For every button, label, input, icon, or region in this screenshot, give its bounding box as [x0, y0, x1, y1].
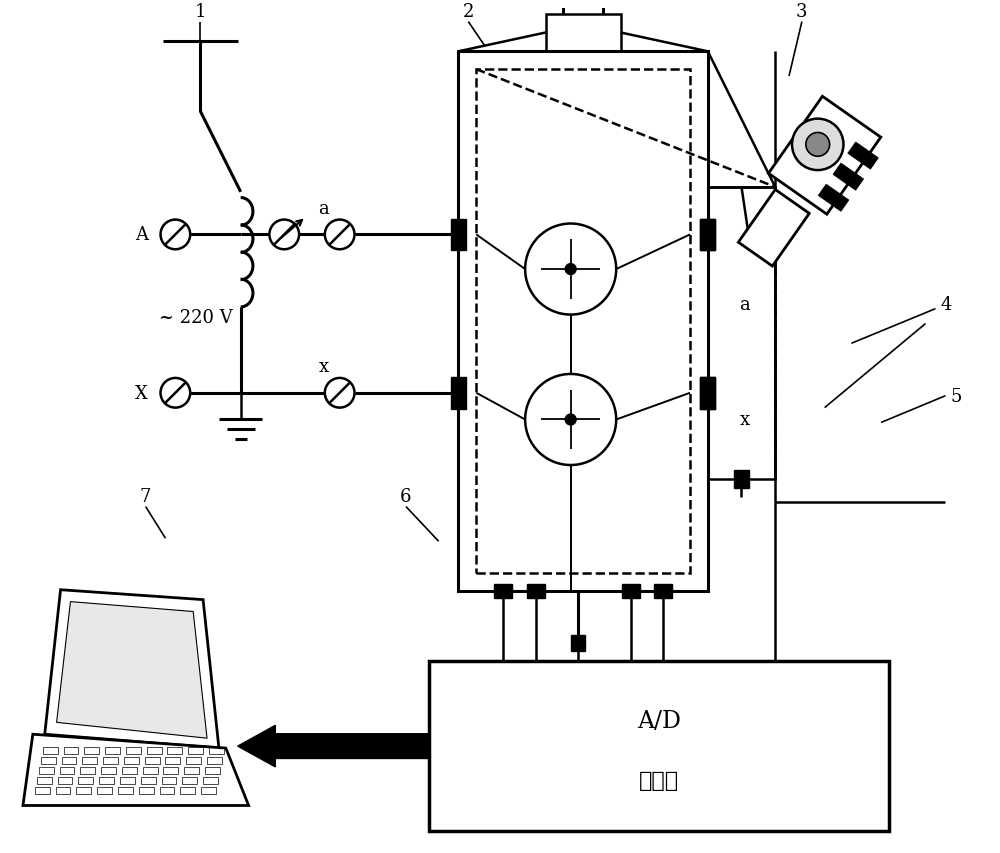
Bar [82, 757, 97, 764]
Bar [126, 747, 141, 754]
Polygon shape [818, 185, 849, 212]
Bar [209, 747, 224, 754]
Bar [97, 786, 112, 793]
Bar [145, 757, 160, 764]
Text: 4: 4 [940, 295, 952, 313]
Bar [147, 747, 162, 754]
Text: 7: 7 [140, 487, 151, 505]
Bar [103, 757, 118, 764]
Polygon shape [738, 190, 809, 267]
Bar [139, 786, 154, 793]
Circle shape [565, 415, 576, 426]
Bar [162, 777, 176, 784]
Bar [708, 188, 775, 479]
Text: 5: 5 [950, 387, 962, 405]
Bar [165, 757, 180, 764]
Bar [118, 786, 133, 793]
Bar [101, 767, 116, 774]
Text: 3: 3 [796, 3, 808, 20]
Bar [37, 777, 52, 784]
Bar [122, 767, 137, 774]
Bar [571, 635, 585, 652]
Bar [143, 767, 158, 774]
Bar [163, 767, 178, 774]
Bar [124, 757, 139, 764]
Text: a: a [740, 295, 750, 313]
Bar [700, 219, 715, 251]
Bar [167, 747, 182, 754]
Bar [35, 786, 50, 793]
Bar [451, 378, 466, 409]
Bar [120, 777, 135, 784]
Bar [58, 777, 72, 784]
Polygon shape [57, 602, 207, 739]
Bar [622, 584, 640, 598]
Bar [180, 786, 195, 793]
Bar [201, 786, 216, 793]
Polygon shape [848, 142, 878, 170]
Bar [700, 378, 715, 409]
Text: 6: 6 [400, 487, 412, 505]
Text: 采集卡: 采集卡 [639, 770, 679, 790]
Bar [76, 786, 91, 793]
Bar [84, 747, 99, 754]
Bar [141, 777, 156, 784]
Bar [476, 70, 690, 573]
Bar [43, 747, 58, 754]
Bar [184, 767, 199, 774]
Bar [41, 757, 56, 764]
Text: x: x [319, 357, 329, 375]
Text: X: X [135, 385, 148, 403]
Bar [203, 777, 218, 784]
Bar [205, 767, 220, 774]
Bar [56, 786, 70, 793]
Bar [39, 767, 54, 774]
Bar [64, 747, 78, 754]
Bar [62, 757, 76, 764]
Text: ~ 220 V: ~ 220 V [159, 308, 232, 326]
Bar [451, 219, 466, 251]
Bar [207, 757, 222, 764]
Bar [182, 777, 197, 784]
Text: A: A [135, 226, 148, 244]
Polygon shape [768, 97, 881, 215]
Bar [160, 786, 174, 793]
Circle shape [806, 133, 830, 157]
Circle shape [565, 264, 576, 276]
Bar [700, 219, 715, 251]
Bar [654, 584, 672, 598]
Text: A/D: A/D [637, 709, 681, 732]
Circle shape [792, 119, 843, 171]
Text: 2: 2 [463, 3, 474, 20]
Bar [494, 584, 512, 598]
Bar [78, 777, 93, 784]
Bar [80, 767, 95, 774]
Bar [700, 378, 715, 409]
Text: 1: 1 [194, 3, 206, 20]
Bar [734, 470, 749, 488]
Polygon shape [833, 164, 864, 191]
FancyArrow shape [238, 725, 429, 767]
Bar [186, 757, 201, 764]
Text: PC: PC [114, 660, 140, 678]
Bar [105, 747, 120, 754]
Bar [60, 767, 74, 774]
Bar [458, 52, 708, 591]
Bar [527, 584, 545, 598]
Bar [429, 661, 889, 832]
Bar [99, 777, 114, 784]
Bar [546, 15, 621, 52]
Polygon shape [23, 734, 249, 805]
Text: x: x [740, 411, 750, 429]
Text: a: a [318, 200, 329, 218]
Polygon shape [45, 590, 219, 748]
Bar [188, 747, 203, 754]
